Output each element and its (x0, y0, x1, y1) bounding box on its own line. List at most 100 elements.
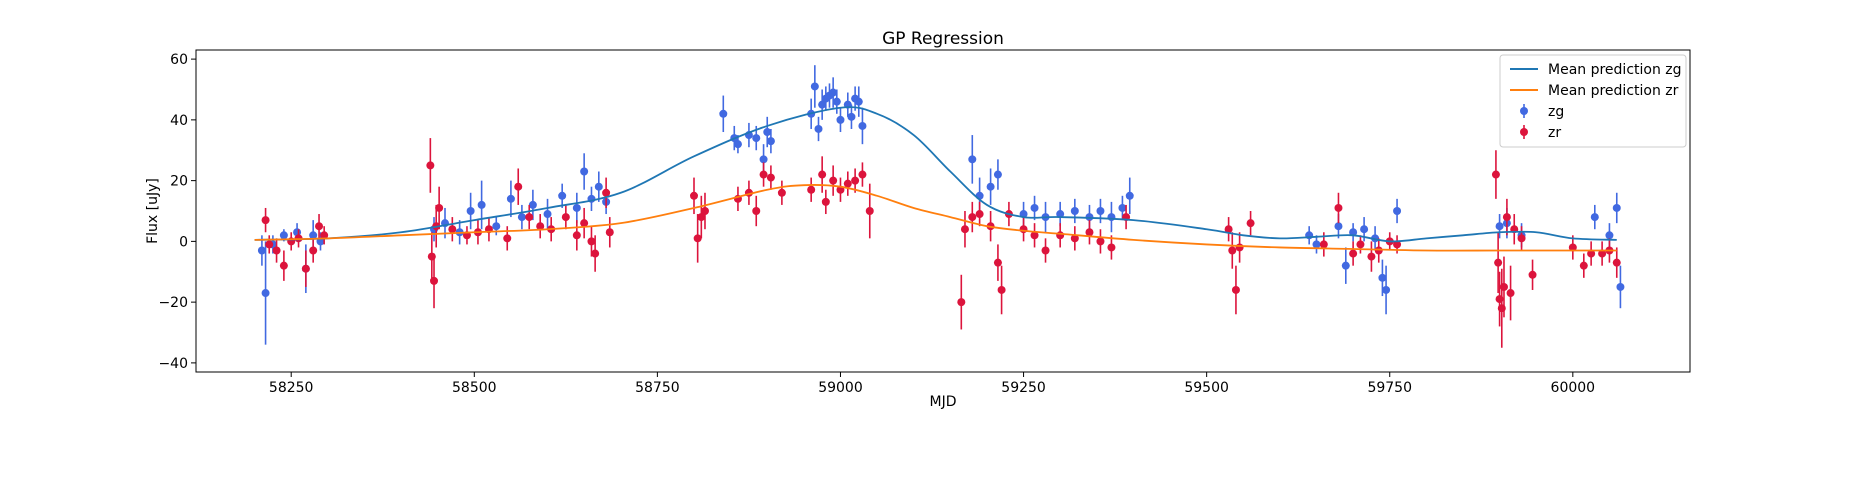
line-Mean prediction zg (254, 106, 1617, 243)
legend-label: zr (1548, 125, 1561, 141)
data-point-zg (1312, 240, 1321, 249)
data-point-zg (1495, 222, 1504, 231)
data-point-zr (960, 225, 969, 234)
data-point-zr (435, 203, 444, 212)
legend: Mean prediction zg Mean prediction zr zg zr (1499, 54, 1687, 148)
data-point-zr (320, 231, 329, 240)
data-point-zr (503, 234, 512, 243)
data-point-zr (1019, 225, 1028, 234)
data-point-zg (594, 182, 603, 191)
data-point-zr (301, 264, 310, 273)
data-point-zr (759, 170, 768, 179)
data-point-zr (1228, 246, 1237, 255)
legend-item-zg: zg (1520, 104, 1564, 120)
data-point-zr (865, 207, 874, 215)
data-point-zg (993, 170, 1002, 179)
y-tick-label: 60 (170, 52, 188, 68)
data-point-zg (968, 155, 977, 164)
data-point-zg (814, 124, 823, 133)
data-point-zr (1612, 258, 1621, 267)
legend-item-zr: zr (1520, 125, 1561, 141)
y-tick-label: −40 (158, 356, 188, 372)
y-tick-label: 40 (170, 113, 188, 129)
x-tick-label: 59750 (1367, 380, 1412, 396)
data-point-zr (997, 285, 1006, 294)
legend-box (1499, 54, 1687, 148)
data-point-zg (1360, 225, 1369, 234)
data-point-zg (1070, 207, 1079, 215)
data-point-zr (777, 188, 786, 197)
data-point-zg (1612, 203, 1621, 212)
data-point-zg (1096, 207, 1105, 215)
data-point-zr (448, 225, 457, 234)
x-tick-label: 59000 (818, 380, 863, 396)
plot-content (254, 65, 1625, 348)
data-point-zg (818, 100, 827, 109)
data-point-zg (759, 155, 768, 164)
data-point-zg (847, 112, 856, 121)
data-point-zr (975, 210, 984, 219)
data-point-zr (1491, 170, 1500, 179)
data-point-zg (528, 200, 537, 209)
data-point-zr (1356, 240, 1365, 249)
data-point-zg (466, 207, 475, 215)
legend-item-Mean prediction zg: Mean prediction zg (1510, 62, 1682, 78)
y-axis: −40 −20 0 20 40 60 (158, 52, 196, 372)
data-point-zg (517, 213, 526, 222)
legend-label: Mean prediction zr (1548, 83, 1679, 99)
data-point-zr (1319, 240, 1328, 249)
data-point-zr (843, 179, 852, 188)
x-tick-label: 59250 (1001, 380, 1046, 396)
x-tick-label: 60000 (1551, 380, 1596, 396)
data-point-zr (426, 161, 435, 170)
plot-frame (195, 49, 1691, 373)
data-point-zr (752, 207, 761, 215)
data-point-zg (1334, 222, 1343, 231)
data-point-zr (1085, 228, 1094, 237)
data-point-zg (829, 88, 838, 97)
data-point-zg (1056, 210, 1065, 219)
data-point-zr (1224, 225, 1233, 234)
data-point-zg (766, 137, 775, 146)
data-point-zr (1367, 252, 1376, 261)
data-point-zr (1231, 285, 1240, 294)
data-point-zr (700, 207, 709, 215)
data-point-zg (1382, 285, 1391, 294)
data-point-zr (1499, 282, 1508, 291)
series-zr (261, 138, 1621, 348)
data-point-zg (1125, 191, 1134, 200)
data-point-zr (818, 170, 827, 179)
data-point-zr (315, 222, 324, 231)
data-point-zr (766, 173, 775, 182)
data-point-zr (561, 213, 570, 222)
line-Mean prediction zr (254, 184, 1617, 252)
y-tick-label: 0 (179, 234, 188, 250)
data-point-zg (858, 121, 867, 130)
data-point-zg (836, 115, 845, 124)
data-point-zr (605, 228, 614, 237)
data-point-zr (1517, 234, 1526, 243)
legend-label: zg (1548, 104, 1564, 120)
data-point-zg (1393, 207, 1402, 215)
data-point-zg (810, 82, 819, 91)
x-tick-label: 58250 (269, 380, 314, 396)
chart-title: GP Regression (882, 29, 1004, 49)
data-point-zg (506, 194, 515, 203)
data-point-zg (763, 128, 772, 137)
data-point-zr (829, 176, 838, 185)
data-point-zg (1590, 213, 1599, 222)
data-point-zg (1118, 203, 1127, 212)
data-point-zr (858, 170, 867, 179)
data-point-zr (1579, 261, 1588, 270)
data-point-zg (580, 167, 589, 176)
x-axis: 58250 58500 58750 59000 59250 59500 59750 60000 (269, 372, 1595, 396)
data-point-zr (1246, 219, 1255, 228)
data-point-zr (572, 231, 581, 240)
data-point-zr (1030, 231, 1039, 240)
data-point-zg (1107, 213, 1116, 222)
data-point-zr (1598, 249, 1607, 258)
data-point-zr (697, 213, 706, 222)
data-point-zr (1334, 203, 1343, 212)
x-axis-label: MJD (930, 394, 957, 410)
